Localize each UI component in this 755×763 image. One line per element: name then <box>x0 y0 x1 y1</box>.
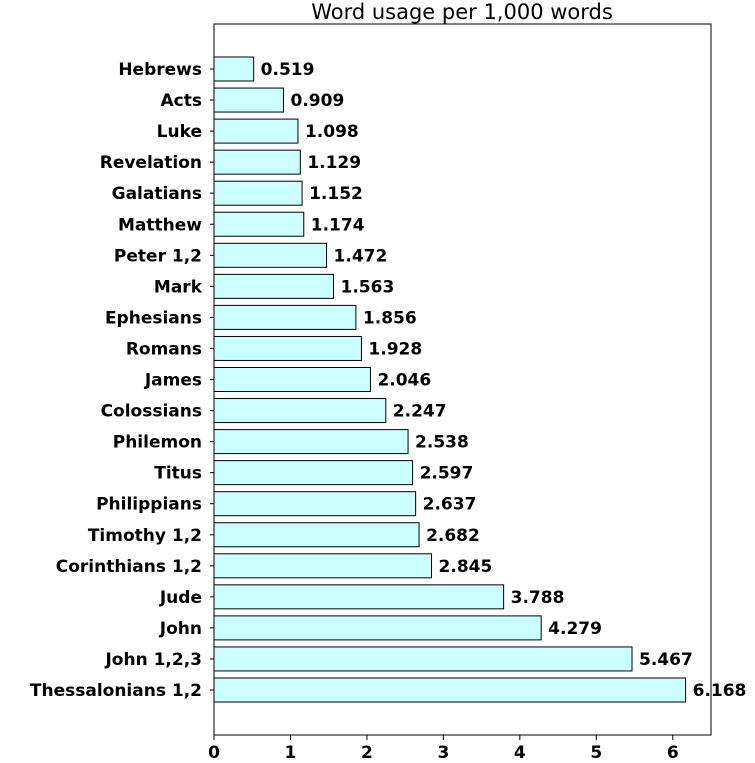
bar <box>213 584 505 610</box>
bar <box>213 367 371 392</box>
bar <box>213 273 335 299</box>
bar <box>213 429 409 455</box>
chart-title: Word usage per 1,000 words <box>311 0 613 24</box>
category-label: Romans <box>126 339 202 359</box>
value-label: 5.467 <box>639 650 693 670</box>
bar <box>213 180 303 206</box>
bar <box>213 118 299 144</box>
category-label: Revelation <box>100 153 202 173</box>
category-label: Luke <box>157 122 202 142</box>
bar <box>213 491 417 517</box>
bar <box>213 522 420 548</box>
category-label: Peter 1,2 <box>114 246 202 266</box>
value-label: 1.098 <box>305 122 359 142</box>
x-tick-label: 5 <box>590 743 602 763</box>
value-label: 2.682 <box>426 526 480 546</box>
x-tick-label: 2 <box>361 743 373 763</box>
category-label: Mark <box>154 277 203 297</box>
value-label: 1.928 <box>368 339 422 359</box>
category-label: John 1,2,3 <box>104 650 202 670</box>
bar <box>213 646 633 672</box>
value-label: 1.563 <box>341 277 395 297</box>
value-label: 2.845 <box>439 557 493 577</box>
category-label: Corinthians 1,2 <box>56 557 202 577</box>
category-label: John <box>159 619 202 639</box>
x-tick-label: 6 <box>667 743 679 763</box>
value-label: 0.519 <box>261 60 315 80</box>
value-label: 2.597 <box>420 464 474 484</box>
value-label: 1.152 <box>309 184 363 204</box>
category-label: Matthew <box>118 215 202 235</box>
category-label: Colossians <box>101 402 202 422</box>
bar <box>213 211 305 237</box>
x-tick-label: 0 <box>208 743 220 763</box>
category-label: Thessalonians 1,2 <box>30 681 202 701</box>
value-label: 1.856 <box>363 308 417 328</box>
x-tick-label: 1 <box>285 743 297 763</box>
bar <box>213 335 362 361</box>
value-label: 2.637 <box>423 495 477 515</box>
bar <box>213 615 542 641</box>
bar <box>213 149 301 175</box>
category-label: Titus <box>154 464 202 484</box>
category-label: Jude <box>159 588 202 608</box>
category-label: Acts <box>161 91 202 111</box>
bar <box>213 553 433 579</box>
value-label: 2.247 <box>393 402 447 422</box>
value-label: 1.472 <box>334 246 388 266</box>
bar <box>213 242 328 268</box>
bar <box>213 87 285 113</box>
bar <box>213 56 255 82</box>
category-label: James <box>144 371 202 391</box>
value-label: 2.538 <box>415 433 469 453</box>
value-label: 1.129 <box>307 153 361 173</box>
x-tick-label: 4 <box>514 743 526 763</box>
category-label: Philippians <box>96 495 202 515</box>
category-label: Philemon <box>113 433 202 453</box>
value-label: 2.046 <box>377 371 431 391</box>
x-tick-label: 3 <box>437 743 449 763</box>
bar <box>213 398 387 424</box>
value-label: 4.279 <box>548 619 602 639</box>
bar <box>213 677 687 703</box>
category-label: Hebrews <box>118 60 202 80</box>
category-label: Timothy 1,2 <box>88 526 202 546</box>
value-label: 1.174 <box>311 215 365 235</box>
value-label: 6.168 <box>693 681 747 701</box>
value-label: 3.788 <box>511 588 565 608</box>
category-label: Galatians <box>112 184 202 204</box>
bar <box>213 460 414 486</box>
category-label: Ephesians <box>105 308 202 328</box>
value-label: 0.909 <box>291 91 345 111</box>
bar <box>213 304 357 330</box>
